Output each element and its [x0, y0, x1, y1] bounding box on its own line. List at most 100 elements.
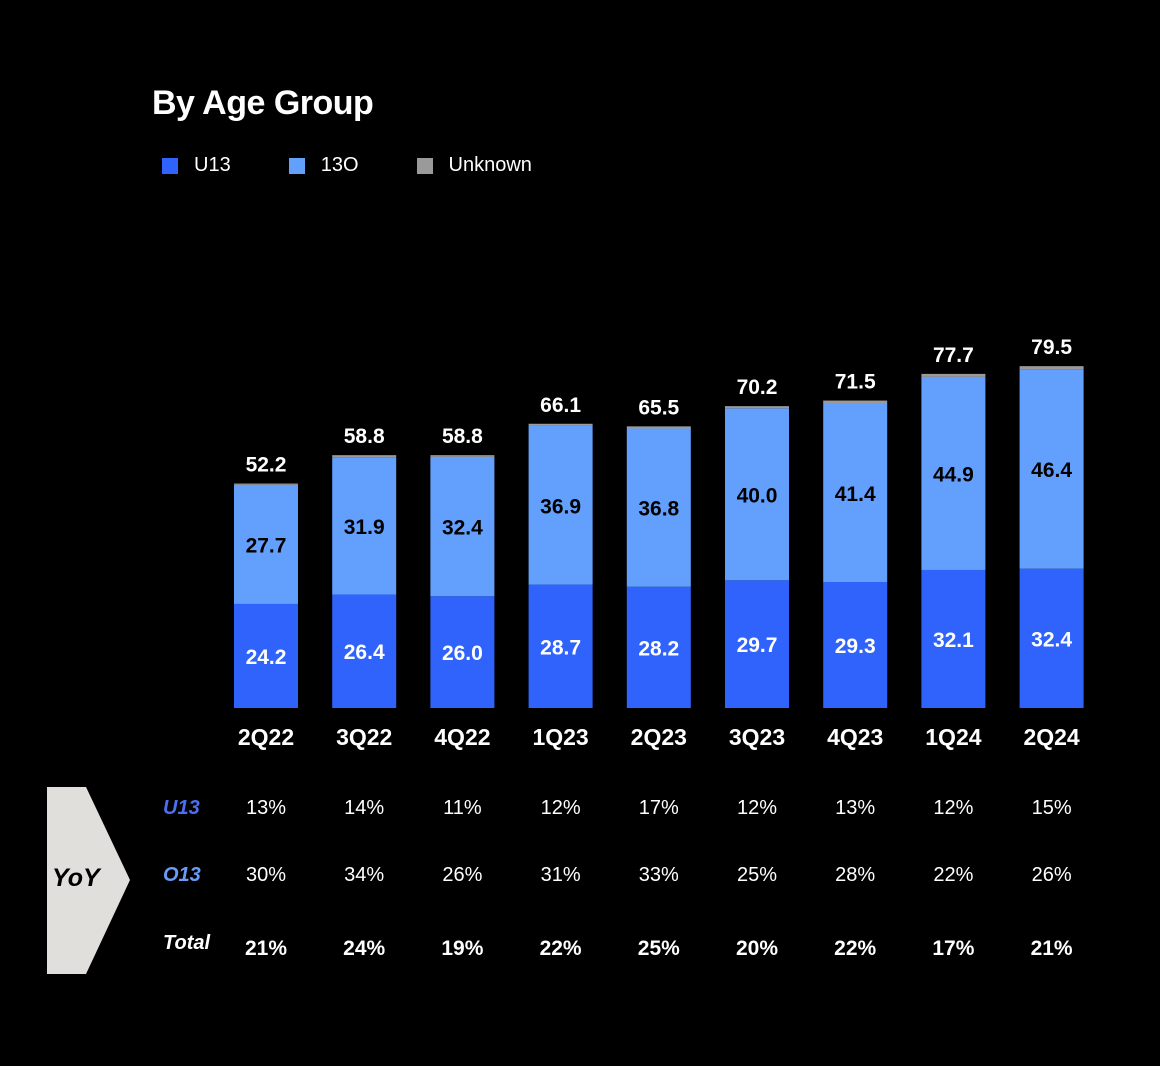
yoy-o13-3Q23: 25% [736, 864, 778, 886]
yoy-o13-4Q23: 28% [835, 864, 876, 886]
x-tick-label-4Q23: 4Q23 [827, 724, 883, 750]
yoy-total-1Q24: 17% [932, 937, 975, 960]
bar-unknown-2Q24 [1019, 366, 1084, 370]
bar-unknown-3Q23 [725, 406, 789, 409]
bar-o13-4Q22 [430, 456, 495, 597]
total-label-4Q22: 58.8 [442, 425, 483, 448]
data-label-13o-2Q24: 46.4 [1031, 459, 1072, 482]
total-label-1Q24: 77.7 [933, 344, 974, 367]
x-tick-label-2Q24: 2Q24 [1023, 724, 1079, 750]
bar-o13-3Q22 [332, 457, 397, 595]
bar-unknown-2Q22 [234, 483, 298, 485]
data-label-13o-4Q22: 32.4 [442, 517, 483, 540]
x-tick-label-1Q23: 1Q23 [532, 724, 588, 750]
chart-legend: U13 13O Unknown [162, 154, 590, 177]
yoy-row-label-total: Total [163, 932, 211, 954]
data-label-u13-2Q24: 32.4 [1031, 628, 1072, 651]
bar-o13-2Q22 [234, 484, 298, 604]
bar-unknown-4Q22 [430, 455, 495, 457]
yoy-total-3Q23: 20% [735, 937, 779, 960]
total-label-3Q22: 58.8 [344, 425, 385, 448]
yoy-o13-2Q23: 33% [638, 864, 679, 886]
data-label-13o-2Q23: 36.8 [638, 498, 679, 521]
chart-title: By Age Group [152, 84, 374, 122]
yoy-u13-3Q23: 12% [736, 797, 778, 819]
yoy-u13-1Q24: 12% [933, 797, 974, 819]
yoy-row-label-o13: O13 [163, 864, 201, 886]
bar-o13-1Q23 [528, 425, 593, 585]
legend-label-unknown: Unknown [448, 154, 532, 176]
yoy-u13-2Q23: 17% [638, 797, 679, 819]
bar-unknown-2Q23 [626, 426, 691, 429]
yoy-arrow-shape [47, 787, 130, 974]
yoy-total-2Q24: 21% [1030, 937, 1073, 960]
bar-unknown-1Q24 [921, 373, 986, 377]
bar-u13-3Q23 [725, 580, 789, 708]
x-tick-label-1Q24: 1Q24 [925, 724, 981, 750]
data-label-u13-4Q22: 26.0 [442, 642, 483, 665]
bar-u13-4Q22 [430, 596, 495, 708]
yoy-u13-2Q24: 15% [1031, 797, 1072, 819]
yoy-o13-2Q24: 26% [1031, 864, 1072, 886]
yoy-u13-4Q22: 11% [443, 797, 482, 819]
bar-o13-2Q23 [626, 428, 691, 587]
yoy-total-4Q23: 22% [834, 937, 877, 960]
legend-label-13o: 13O [320, 154, 359, 176]
bar-unknown-4Q23 [823, 400, 888, 404]
yoy-u13-3Q22: 14% [344, 797, 385, 819]
data-label-u13-1Q24: 32.1 [933, 629, 974, 652]
yoy-label: YoY [52, 864, 100, 892]
yoy-u13-1Q23: 12% [540, 797, 581, 819]
legend-swatch-u13 [162, 157, 178, 174]
data-label-13o-3Q22: 31.9 [344, 516, 385, 539]
yoy-total-2Q23: 25% [637, 937, 680, 960]
bar-unknown-3Q22 [332, 455, 397, 458]
data-label-u13-1Q23: 28.7 [540, 636, 581, 659]
bar-u13-2Q23 [626, 586, 691, 708]
yoy-total-1Q23: 22% [539, 937, 582, 960]
legend-item-13o: 13O [288, 154, 359, 177]
data-label-u13-2Q23: 28.2 [638, 637, 679, 660]
legend-swatch-13o [288, 157, 305, 174]
stacked-bar-chart: 24.2 27.7 52.2 2Q22 26.4 31.9 58.8 3Q22 26.0 32.4… [234, 336, 1084, 750]
x-tick-label-3Q22: 3Q22 [336, 724, 392, 750]
total-label-3Q23: 70.2 [737, 376, 778, 399]
yoy-total-2Q22: 21% [244, 937, 288, 960]
bar-u13-1Q24 [921, 569, 986, 708]
bar-u13-2Q24 [1019, 568, 1084, 708]
yoy-row-label-u13: U13 [163, 797, 200, 819]
yoy-o13-4Q22: 26% [442, 864, 483, 886]
yoy-total-4Q22: 19% [441, 937, 484, 960]
x-tick-label-2Q22: 2Q22 [238, 724, 294, 750]
legend-label-u13: U13 [194, 154, 231, 176]
data-label-13o-3Q23: 40.0 [737, 484, 778, 507]
data-label-13o-4Q23: 41.4 [835, 483, 876, 506]
yoy-o13-1Q23: 31% [540, 864, 581, 886]
bar-u13-1Q23 [528, 584, 593, 708]
x-tick-label-3Q23: 3Q23 [729, 724, 785, 750]
yoy-total-3Q22: 24% [343, 937, 386, 960]
data-label-13o-1Q24: 44.9 [933, 463, 974, 486]
data-label-u13-4Q23: 29.3 [835, 635, 876, 658]
bar-u13-2Q22 [234, 603, 298, 708]
data-label-u13-3Q23: 29.7 [737, 634, 778, 657]
data-label-u13-2Q22: 24.2 [246, 646, 287, 669]
x-tick-label-2Q23: 2Q23 [631, 724, 687, 750]
legend-swatch-unknown [416, 157, 433, 174]
data-label-13o-2Q22: 27.7 [246, 534, 287, 557]
bar-o13-4Q23 [823, 403, 888, 583]
data-label-13o-1Q23: 36.9 [540, 495, 581, 518]
bar-o13-2Q24 [1019, 369, 1084, 569]
bar-u13-3Q22 [332, 594, 397, 708]
yoy-o13-1Q24: 22% [933, 864, 974, 886]
total-label-4Q23: 71.5 [835, 371, 876, 394]
total-label-2Q23: 65.5 [638, 396, 679, 419]
yoy-o13-3Q22: 34% [344, 864, 385, 886]
bar-o13-1Q24 [921, 376, 986, 570]
data-label-u13-3Q22: 26.4 [344, 641, 385, 664]
yoy-o13-2Q22: 30% [245, 864, 287, 886]
yoy-u13-2Q22: 13% [245, 797, 287, 819]
total-label-1Q23: 66.1 [540, 394, 581, 417]
legend-item-u13: U13 [162, 154, 231, 177]
bar-unknown-1Q23 [528, 423, 593, 426]
